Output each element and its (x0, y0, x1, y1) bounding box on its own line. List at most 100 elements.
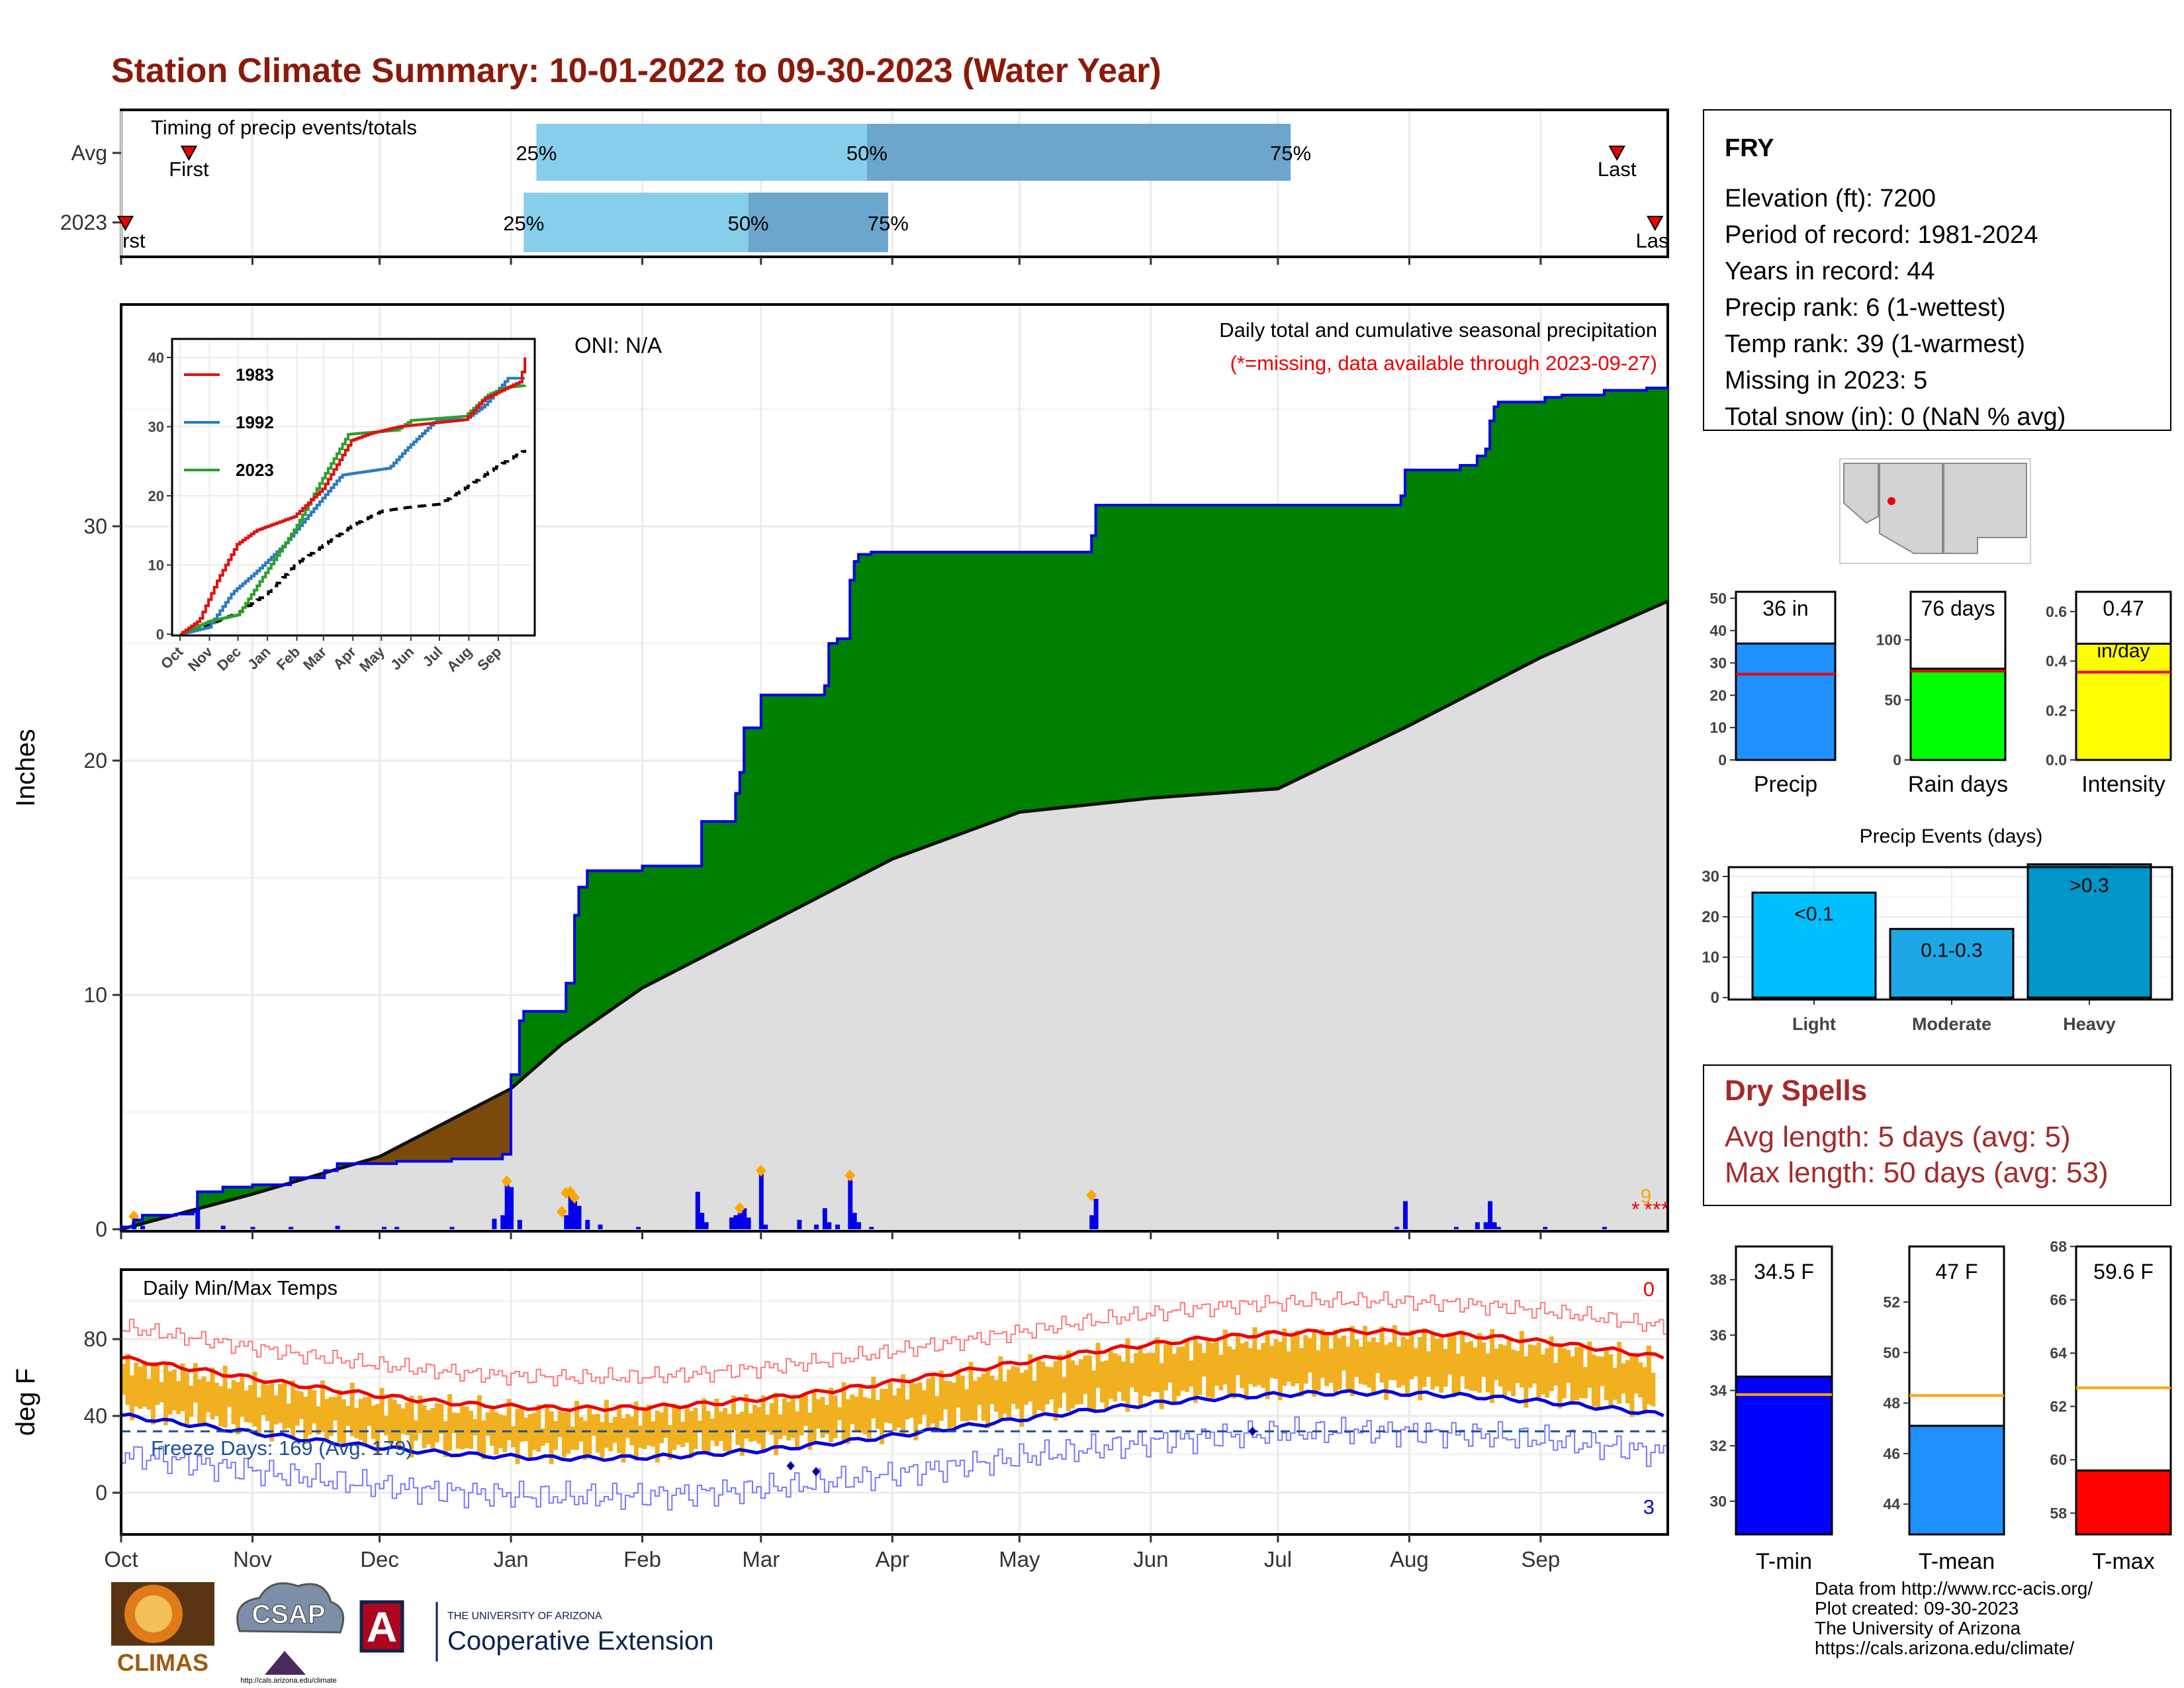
surplus-deficit-segment (1053, 551, 1058, 809)
surplus-deficit-segment (1663, 387, 1668, 604)
daily-temp-bar (545, 1404, 550, 1443)
inset-legend-label: 2023 (236, 460, 274, 480)
daily-temp-bar (884, 1388, 889, 1423)
daily-temp-bar (1418, 1336, 1423, 1401)
daily-temp-bar (244, 1390, 249, 1423)
daily-temp-bar (1100, 1361, 1105, 1403)
surplus-deficit-segment (1078, 551, 1083, 806)
daily-temp-bar (1490, 1329, 1495, 1403)
daily-temp-bar (702, 1398, 707, 1454)
month-tick-label: Jul (1264, 1547, 1292, 1571)
daily-temp-bar (460, 1406, 465, 1450)
daily-temp-bar (485, 1412, 490, 1436)
temp-y-tick-label: 0 (95, 1481, 107, 1505)
surplus-deficit-segment (1150, 504, 1156, 799)
inset-y-tick-label: 0 (156, 626, 164, 643)
daily-temp-bar (1540, 1354, 1545, 1395)
daily-temp-bar (905, 1399, 910, 1420)
surplus-deficit-segment (756, 727, 762, 930)
surplus-deficit-segment (1430, 469, 1435, 716)
daily-temp-bar (430, 1407, 435, 1449)
daily-temp-bar (439, 1403, 444, 1434)
surplus-deficit-segment (713, 821, 719, 952)
surplus-deficit-segment (1138, 504, 1143, 800)
temp-title: Daily Min/Max Temps (143, 1276, 338, 1299)
daily-temp-bar (642, 1410, 647, 1450)
surplus-deficit-segment (1591, 395, 1596, 636)
daily-temp-bar (934, 1396, 940, 1429)
temp-y-label: deg F (11, 1368, 40, 1436)
temp-bar-category-label: T-mean (1919, 1549, 1995, 1574)
temp-y-tick-label: 40 (83, 1404, 107, 1428)
daily-precip-bar (742, 1208, 747, 1229)
daily-temp-bar (1642, 1367, 1647, 1415)
ua-university-name: THE UNIVERSITY OF ARIZONA (447, 1611, 602, 1622)
surplus-deficit-segment (1455, 469, 1461, 702)
footer-university: The University of Arizona (1815, 1618, 2021, 1638)
daily-temp-bar (1596, 1356, 1601, 1409)
daily-temp-bar (854, 1396, 859, 1432)
surplus-deficit-segment (1188, 504, 1194, 796)
ua-logo: A THE UNIVERSITY OF ARIZONA Cooperative … (359, 1600, 713, 1662)
avg-first-marker (180, 146, 198, 162)
daily-temp-bar (909, 1380, 914, 1418)
daily-temp-bar (667, 1425, 672, 1460)
surplus-deficit-segment (862, 553, 868, 875)
surplus-deficit-segment (1154, 504, 1160, 798)
surplus-deficit-segment (1413, 469, 1418, 724)
month-tick-label: Aug (1390, 1547, 1429, 1571)
daily-temp-bar (956, 1372, 961, 1408)
daily-temp-bar (418, 1395, 423, 1434)
temp-bar-tick-label: 66 (2050, 1291, 2067, 1309)
daily-temp-bar (778, 1414, 783, 1439)
surplus-deficit-segment (1226, 504, 1232, 793)
daily-temp-bar (1621, 1363, 1626, 1394)
surplus-deficit-segment (1290, 504, 1296, 784)
csap-logo-text: CSAP (251, 1600, 325, 1629)
record-low-point (812, 1467, 821, 1477)
daily-temp-bar (527, 1414, 533, 1458)
daily-temp-bar (718, 1411, 723, 1441)
daily-temp-bar (490, 1405, 495, 1446)
daily-temp-bar (163, 1362, 169, 1425)
temp-bar-value-label: 47 F (1935, 1260, 1978, 1284)
daily-temp-bar (896, 1388, 901, 1428)
surplus-deficit-segment (1625, 390, 1630, 621)
daily-temp-bar (1282, 1328, 1287, 1386)
daily-temp-bar (1138, 1345, 1143, 1408)
daily-temp-bar (464, 1407, 469, 1448)
surplus-deficit-segment (819, 694, 825, 897)
temp-bar-value (2075, 1469, 2172, 1536)
surplus-deficit-segment (561, 1011, 567, 1045)
daily-temp-bar (434, 1403, 439, 1442)
surplus-deficit-segment (883, 551, 889, 865)
surplus-deficit-segment (1515, 401, 1520, 671)
map-state-shapes (1843, 463, 2027, 554)
surplus-deficit-segment (905, 551, 910, 855)
daily-temp-bar (880, 1388, 885, 1444)
daily-temp-bar (1363, 1326, 1368, 1385)
daily-precip-bar (140, 1225, 146, 1229)
surplus-deficit-segment (1655, 387, 1660, 608)
daily-temp-bar (383, 1415, 388, 1436)
daily-temp-bar (536, 1404, 541, 1452)
surplus-deficit-segment (697, 865, 702, 961)
daily-temp-bar (570, 1427, 575, 1450)
daily-temp-bar (1515, 1350, 1520, 1383)
surplus-deficit-segment (489, 1097, 494, 1160)
daily-temp-bar (621, 1418, 626, 1463)
surplus-deficit-segment (752, 727, 757, 932)
temp-bar-tick-label: 46 (1883, 1445, 1900, 1462)
surplus-deficit-segment (1087, 551, 1092, 806)
surplus-deficit-segment (1036, 551, 1041, 811)
surplus-deficit-segment (1235, 504, 1240, 792)
surplus-deficit-segment (650, 865, 656, 984)
daily-temp-bar (1405, 1338, 1410, 1394)
daily-temp-bar (1116, 1355, 1122, 1392)
daily-temp-bar (1185, 1338, 1190, 1392)
daily-temp-bar (1617, 1342, 1622, 1404)
surplus-deficit-segment (1167, 504, 1173, 798)
surplus-deficit-segment (1371, 504, 1376, 745)
daily-temp-bar (617, 1405, 622, 1454)
daily-temp-bar (739, 1411, 745, 1456)
